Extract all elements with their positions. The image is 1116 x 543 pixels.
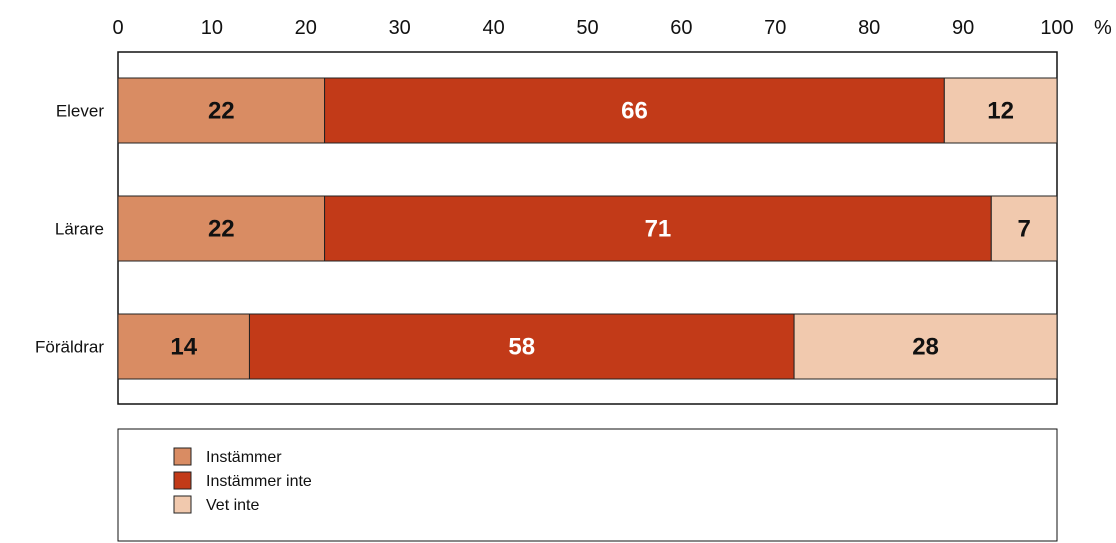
legend-swatch xyxy=(173,471,192,490)
data-label: 58 xyxy=(508,334,535,361)
category-label: Föräldrar xyxy=(35,338,104,357)
x-tick-label: 40 xyxy=(482,17,504,39)
bar-segment xyxy=(943,77,1058,144)
legend-label: Instämmer inte xyxy=(206,473,312,490)
bar-segment xyxy=(117,195,326,262)
bar-segment xyxy=(324,77,945,144)
legend: Instämmer Instämmer inte Vet inte xyxy=(173,447,312,514)
x-tick-label: 70 xyxy=(764,17,786,39)
x-axis-ticks: 0 10 20 30 40 50 60 70 80 90 100 xyxy=(112,17,1073,39)
x-tick-label: 80 xyxy=(858,17,880,39)
x-tick-label: 50 xyxy=(576,17,598,39)
legend-frame xyxy=(117,428,1058,542)
data-label: 7 xyxy=(1017,216,1030,243)
bar-segment xyxy=(117,77,326,144)
bar-segment xyxy=(117,313,250,380)
x-tick-label: 20 xyxy=(295,17,317,39)
data-label: 14 xyxy=(170,334,197,361)
category-labels: Elever Lärare Föräldrar xyxy=(35,102,104,357)
legend-label: Instämmer xyxy=(206,449,282,466)
bar-segment xyxy=(990,195,1058,262)
legend-swatch xyxy=(173,447,192,466)
data-label: 12 xyxy=(987,98,1014,125)
bar-segment xyxy=(248,313,795,380)
legend-label: Vet inte xyxy=(206,497,259,514)
x-tick-label: 0 xyxy=(112,17,123,39)
data-label: 71 xyxy=(645,216,672,243)
category-label: Lärare xyxy=(55,220,104,239)
x-tick-label: 100 xyxy=(1040,17,1073,39)
x-tick-label: 30 xyxy=(389,17,411,39)
data-label: 22 xyxy=(208,216,235,243)
legend-swatch xyxy=(173,495,192,514)
x-axis-unit-label: % xyxy=(1094,17,1112,39)
x-tick-label: 10 xyxy=(201,17,223,39)
bars-group: 22 66 12 22 71 7 14 58 28 xyxy=(117,77,1058,380)
bar-segment xyxy=(793,313,1058,380)
x-tick-label: 60 xyxy=(670,17,692,39)
data-label: 28 xyxy=(912,334,939,361)
category-label: Elever xyxy=(56,102,105,121)
bar-segment xyxy=(324,195,992,262)
x-tick-label: 90 xyxy=(952,17,974,39)
data-label: 66 xyxy=(621,98,648,125)
data-label: 22 xyxy=(208,98,235,125)
